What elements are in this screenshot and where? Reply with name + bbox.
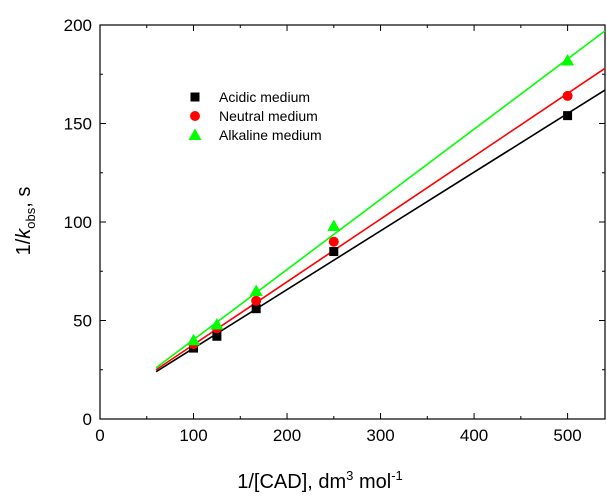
y-tick-label: 100	[64, 213, 92, 232]
acidic-medium-point	[563, 111, 573, 121]
acidic-medium-point	[251, 304, 261, 314]
neutral-medium-point	[328, 236, 339, 247]
y-tick-label: 200	[64, 16, 92, 35]
x-axis-title: 1/[CAD], dm3 mol-1	[237, 468, 403, 493]
legend-alkaline-medium-label: Alkaline medium	[219, 127, 322, 143]
acidic-medium-fit-line	[155, 89, 606, 373]
y-tick-label: 50	[73, 312, 92, 331]
x-tick-label: 100	[179, 426, 207, 445]
alkaline-medium-point	[187, 333, 201, 346]
y-tick-label: 0	[83, 410, 92, 429]
legend-acidic-medium-marker	[190, 92, 200, 102]
x-tick-label: 0	[95, 426, 104, 445]
y-axis-title: 1/kobs, s	[13, 187, 38, 256]
legend-alkaline-medium-marker	[188, 128, 202, 140]
x-tick-label: 400	[460, 426, 488, 445]
alkaline-medium-point	[249, 284, 263, 296]
x-tick-label: 200	[273, 426, 301, 445]
x-tick-label: 300	[366, 426, 394, 445]
alkaline-medium-point	[210, 317, 224, 330]
neutral-medium-fit-line	[155, 67, 606, 371]
neutral-medium-point	[562, 90, 573, 101]
legend-acidic-medium-label: Acidic medium	[219, 89, 310, 105]
acidic-medium-point	[329, 247, 339, 257]
acidic-medium-point	[212, 331, 222, 341]
legend-neutral-medium-marker	[190, 111, 200, 121]
y-tick-label: 150	[64, 115, 92, 134]
x-tick-label: 500	[553, 426, 581, 445]
alkaline-medium-point	[561, 53, 575, 66]
neutral-medium-point	[251, 295, 262, 306]
alkaline-medium-fit-line	[155, 30, 606, 369]
alkaline-medium-point	[327, 219, 341, 231]
legend: Acidic medium Neutral medium Alkaline medi…	[188, 89, 322, 143]
legend-neutral-medium-label: Neutral medium	[219, 108, 318, 124]
